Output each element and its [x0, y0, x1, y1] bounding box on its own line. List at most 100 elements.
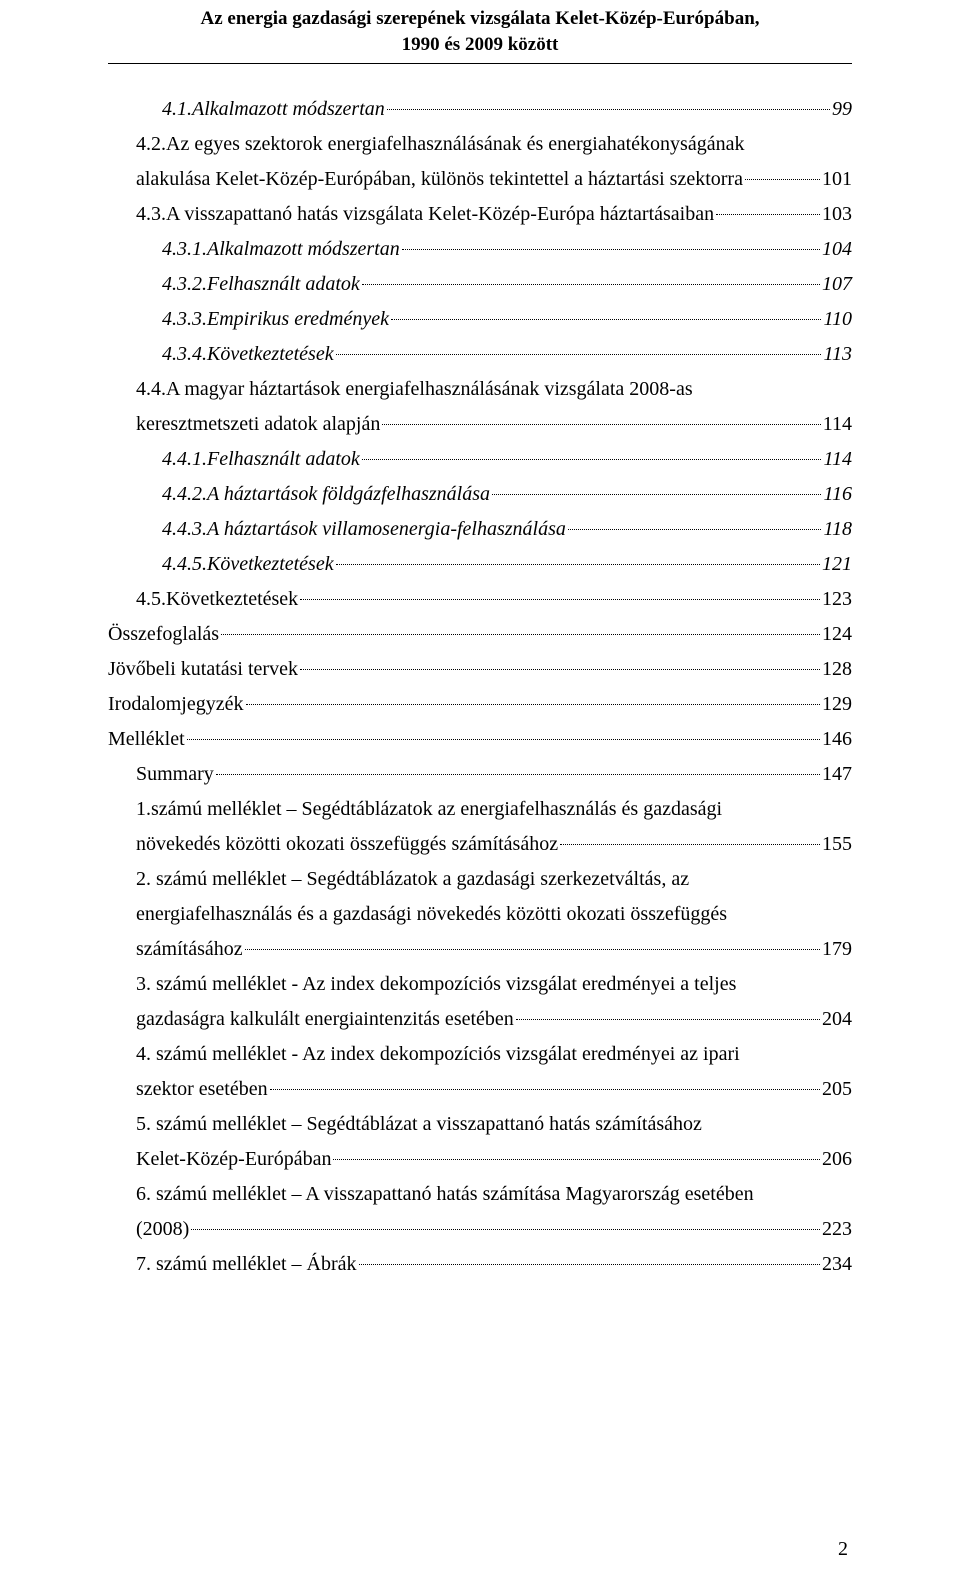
toc-entry-label: 4.1.Alkalmazott módszertan [162, 92, 385, 127]
toc-entry-last-line: szektor esetében 205 [108, 1072, 852, 1107]
toc-entry-last-line: 4.3.2.Felhasznált adatok 107 [108, 267, 852, 302]
toc-entry-label-line: 5. számú melléklet – Segédtáblázat a vis… [108, 1107, 852, 1142]
toc-entry-page: 114 [823, 407, 852, 442]
toc-entry-last-line: 4.4.1.Felhasznált adatok 114 [108, 442, 852, 477]
toc-entry-label: 4.3.3.Empirikus eredmények [162, 302, 389, 337]
toc-entry-last-line: 4.4.5.Következtetések 121 [108, 547, 852, 582]
toc-entry-page: 124 [822, 617, 852, 652]
toc-entry-page: 147 [822, 757, 852, 792]
toc-entry-page: 128 [822, 652, 852, 687]
toc-entry-page: 179 [822, 932, 852, 967]
toc-entry-label: 4.3.1.Alkalmazott módszertan [162, 232, 400, 267]
toc-entry: Jövőbeli kutatási tervek 128 [108, 652, 852, 687]
toc-entry-label: keresztmetszeti adatok alapján [136, 407, 380, 442]
toc-entry-label: gazdaságra kalkulált energiaintenzitás e… [136, 1002, 514, 1037]
toc-leader-dots [391, 319, 822, 320]
toc-entry: 4. számú melléklet - Az index dekompozíc… [108, 1037, 852, 1107]
toc-entry-page: 104 [822, 232, 852, 267]
toc-leader-dots [187, 739, 820, 740]
toc-entry: 4.1.Alkalmazott módszertan 99 [108, 92, 852, 127]
toc-entry-label: (2008) [136, 1212, 189, 1247]
toc-entry: 4.3.3.Empirikus eredmények 110 [108, 302, 852, 337]
toc-entry-label-line: energiafelhasználás és a gazdasági növek… [108, 897, 852, 932]
toc-entry-page: 116 [823, 477, 852, 512]
toc-entry-page: 123 [822, 582, 852, 617]
toc-entry: 4.4.1.Felhasznált adatok 114 [108, 442, 852, 477]
toc-entry-label: 4.3.2.Felhasznált adatok [162, 267, 360, 302]
toc-entry: 1.számú melléklet – Segédtáblázatok az e… [108, 792, 852, 862]
toc-entry-label: Summary [136, 757, 214, 792]
toc-entry-page: 121 [822, 547, 852, 582]
toc-leader-dots [216, 774, 820, 775]
toc-entry-label: Melléklet [108, 722, 185, 757]
toc-entry-label-line: 3. számú melléklet - Az index dekompozíc… [108, 967, 852, 1002]
toc-entry: 4.4.A magyar háztartások energiafelhaszn… [108, 372, 852, 442]
toc-entry-page: 118 [823, 512, 852, 547]
toc-entry-last-line: 4.3.1.Alkalmazott módszertan 104 [108, 232, 852, 267]
toc-leader-dots [333, 1159, 820, 1160]
toc-leader-dots [362, 284, 820, 285]
toc-entry-label: 7. számú melléklet – Ábrák [136, 1247, 357, 1282]
toc-entry-last-line: (2008) 223 [108, 1212, 852, 1247]
toc-entry-label: 4.4.2.A háztartások földgázfelhasználása [162, 477, 490, 512]
toc-leader-dots [246, 704, 821, 705]
toc-leader-dots [362, 459, 822, 460]
toc-entry-last-line: gazdaságra kalkulált energiaintenzitás e… [108, 1002, 852, 1037]
toc-entry: 4.5.Következtetések 123 [108, 582, 852, 617]
toc-entry: 4.3.A visszapattanó hatás vizsgálata Kel… [108, 197, 852, 232]
toc-leader-dots [492, 494, 821, 495]
toc-entry: 7. számú melléklet – Ábrák 234 [108, 1247, 852, 1282]
toc-leader-dots [191, 1229, 820, 1230]
toc-entry-page: 223 [822, 1212, 852, 1247]
toc-entry: 5. számú melléklet – Segédtáblázat a vis… [108, 1107, 852, 1177]
page-number: 2 [838, 1538, 848, 1561]
toc-leader-dots [560, 844, 820, 845]
toc-entry-label: 4.3.A visszapattanó hatás vizsgálata Kel… [136, 197, 714, 232]
toc-leader-dots [359, 1264, 821, 1265]
toc-entry-label: Jövőbeli kutatási tervek [108, 652, 298, 687]
toc-entry-label: növekedés közötti okozati összefüggés sz… [136, 827, 558, 862]
toc-leader-dots [716, 214, 820, 215]
toc-entry-page: 99 [832, 92, 852, 127]
toc-entry-page: 103 [822, 197, 852, 232]
toc-entry-last-line: Summary 147 [108, 757, 852, 792]
header-title-line-1: Az energia gazdasági szerepének vizsgála… [0, 6, 960, 32]
toc-entry-last-line: Irodalomjegyzék 129 [108, 687, 852, 722]
toc-entry-page: 101 [822, 162, 852, 197]
toc-entry-page: 204 [822, 1002, 852, 1037]
toc-entry-last-line: Kelet-Közép-Európában 206 [108, 1142, 852, 1177]
toc-entry: Összefoglalás 124 [108, 617, 852, 652]
toc-entry-label-line: 4.2.Az egyes szektorok energiafelhasznál… [108, 127, 852, 162]
toc-entry-last-line: Melléklet 146 [108, 722, 852, 757]
toc-entry-label: 4.4.1.Felhasznált adatok [162, 442, 360, 477]
toc-entry: 4.4.2.A háztartások földgázfelhasználása… [108, 477, 852, 512]
toc-entry-last-line: 4.3.4.Következtetések 113 [108, 337, 852, 372]
toc-leader-dots [382, 424, 820, 425]
toc-entry-page: 234 [822, 1247, 852, 1282]
toc-entry-page: 206 [822, 1142, 852, 1177]
toc-leader-dots [245, 949, 820, 950]
toc-entry-page: 146 [822, 722, 852, 757]
toc-entry: 4.4.3.A háztartások villamosenergia-felh… [108, 512, 852, 547]
toc-entry-last-line: 4.4.3.A háztartások villamosenergia-felh… [108, 512, 852, 547]
toc-entry-page: 155 [822, 827, 852, 862]
toc-entry: 4.4.5.Következtetések 121 [108, 547, 852, 582]
toc-entry-label: Összefoglalás [108, 617, 219, 652]
toc-entry-last-line: 4.5.Következtetések 123 [108, 582, 852, 617]
toc-entry-last-line: 4.4.2.A háztartások földgázfelhasználása… [108, 477, 852, 512]
toc-entry-page: 205 [822, 1072, 852, 1107]
toc-entry-last-line: számításához 179 [108, 932, 852, 967]
toc-entry-label: 4.5.Következtetések [136, 582, 298, 617]
header-title-line-2: 1990 és 2009 között [0, 32, 960, 58]
toc-entry-label: Kelet-Közép-Európában [136, 1142, 331, 1177]
page-header: Az energia gazdasági szerepének vizsgála… [0, 0, 960, 57]
toc-entry-label-line: 6. számú melléklet – A visszapattanó hat… [108, 1177, 852, 1212]
toc-entry: 4.3.1.Alkalmazott módszertan 104 [108, 232, 852, 267]
toc-entry-last-line: keresztmetszeti adatok alapján 114 [108, 407, 852, 442]
toc-entry: Summary 147 [108, 757, 852, 792]
toc-entry-label: 4.4.5.Következtetések [162, 547, 334, 582]
toc-entry-page: 129 [822, 687, 852, 722]
toc-entry-label-line: 4.4.A magyar háztartások energiafelhaszn… [108, 372, 852, 407]
toc-entry-page: 113 [823, 337, 852, 372]
toc-leader-dots [221, 634, 820, 635]
